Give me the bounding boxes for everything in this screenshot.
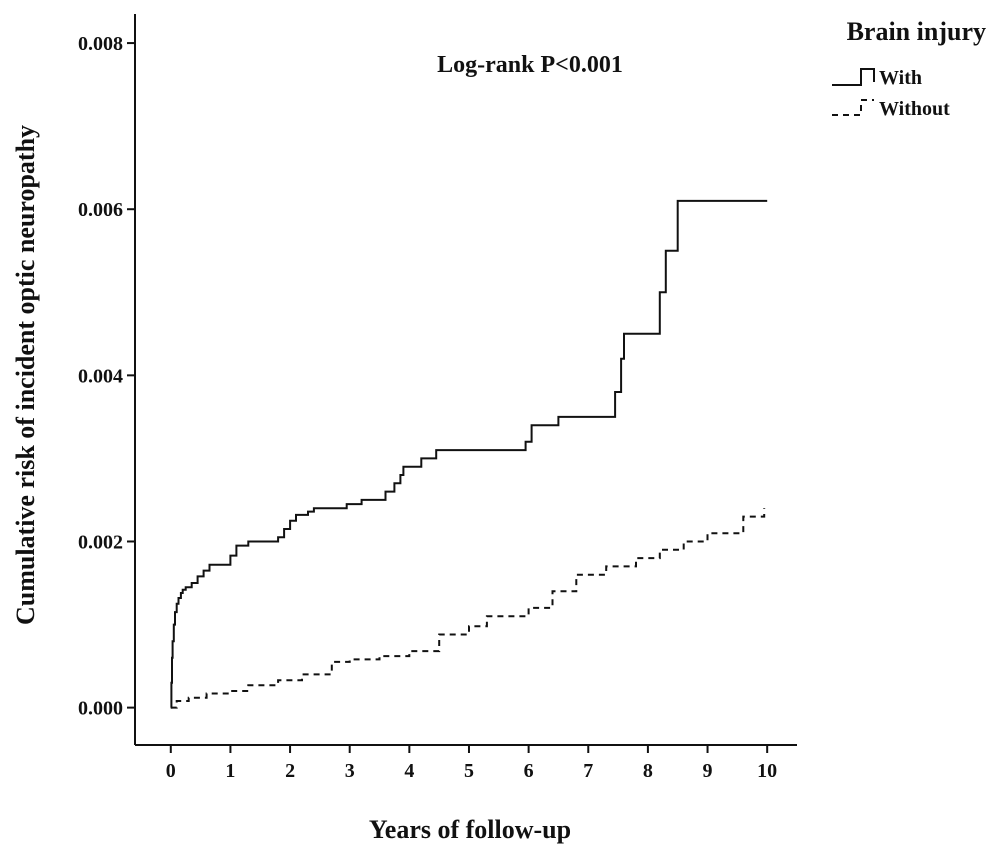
x-tick-label: 1 — [225, 760, 235, 782]
y-tick-label: 0.008 — [78, 33, 123, 55]
x-tick-label: 3 — [345, 760, 355, 782]
x-tick-label: 5 — [464, 760, 474, 782]
legend-label-without: Without — [879, 98, 950, 120]
logrank-annotation: Log-rank P<0.001 — [437, 52, 623, 78]
y-tick-label: 0.006 — [78, 199, 123, 221]
y-axis-label: Cumulative risk of incident optic neurop… — [11, 125, 40, 625]
axis-ticks: 0.000 0.002 0.004 0.006 0.008 0 1 2 3 4 5 6 7 8 9 10 — [78, 33, 777, 782]
x-tick-label: 7 — [583, 760, 593, 782]
y-tick-label: 0.000 — [78, 698, 123, 720]
x-axis-label: Years of follow-up — [369, 815, 571, 844]
x-tick-label: 10 — [757, 760, 777, 782]
y-tick-label: 0.004 — [78, 365, 123, 387]
legend-title: Brain injury — [847, 17, 986, 46]
y-tick-label: 0.002 — [78, 531, 123, 553]
series-line-with — [170, 199, 768, 709]
x-tick-label: 4 — [404, 760, 414, 782]
x-tick-label: 0 — [166, 760, 176, 782]
x-tick-label: 6 — [524, 760, 534, 782]
x-tick-label: 2 — [285, 760, 295, 782]
legend-swatch-with — [832, 68, 875, 86]
series-layer — [170, 199, 768, 709]
x-tick-label: 9 — [703, 760, 713, 782]
x-tick-label: 8 — [643, 760, 653, 782]
legend-swatch-without — [832, 99, 874, 116]
legend-label-with: With — [879, 67, 922, 89]
series-line-without — [170, 508, 766, 709]
axes — [134, 14, 797, 746]
legend: Brain injury With Without — [832, 17, 986, 120]
